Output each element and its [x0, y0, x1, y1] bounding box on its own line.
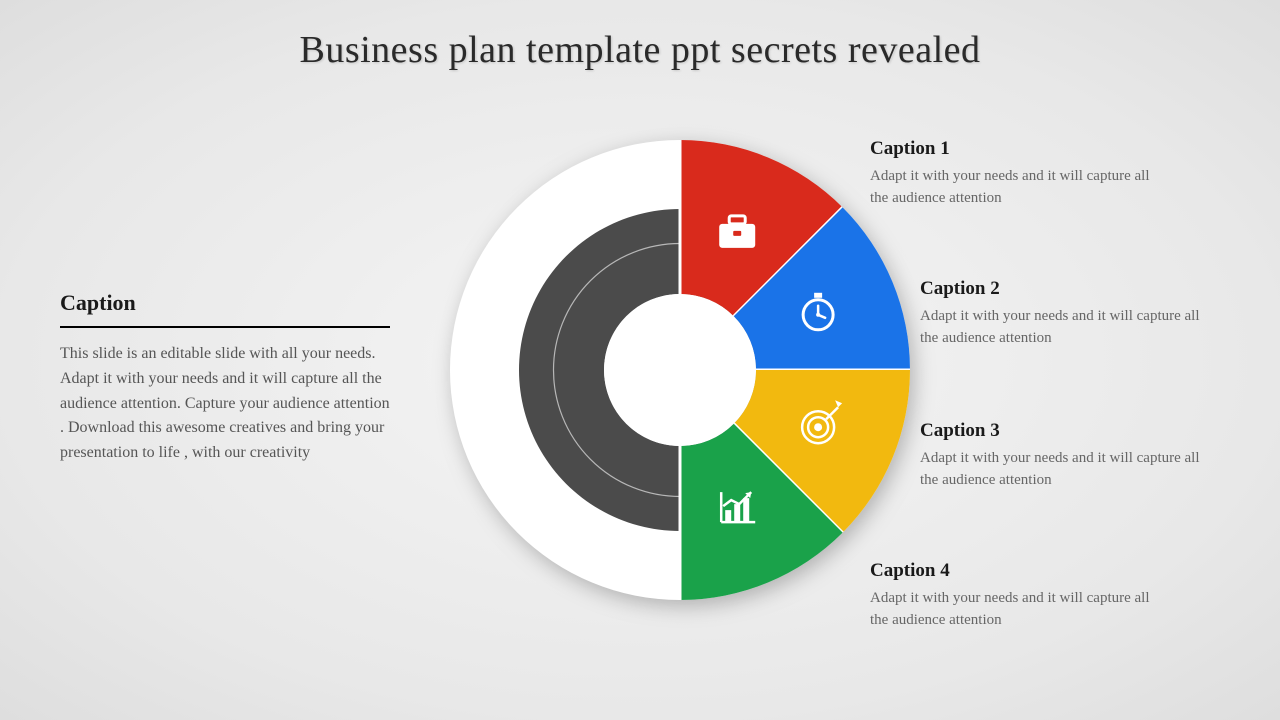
left-caption-body: This slide is an editable slide with all… — [60, 342, 390, 466]
left-caption-underline — [60, 326, 390, 328]
slide-title: Business plan template ppt secrets revea… — [0, 28, 1280, 72]
left-caption-block: Caption This slide is an editable slide … — [60, 290, 390, 466]
caption-item-body: Adapt it with your needs and it will cap… — [870, 588, 1170, 632]
caption-item-2: Caption 2 Adapt it with your needs and it… — [920, 278, 1220, 350]
caption-item-heading: Caption 2 — [920, 278, 1220, 300]
left-caption-heading: Caption — [60, 290, 390, 316]
caption-item-body: Adapt it with your needs and it will cap… — [870, 166, 1170, 210]
caption-item-body: Adapt it with your needs and it will cap… — [920, 306, 1220, 350]
caption-item-body: Adapt it with your needs and it will cap… — [920, 448, 1220, 492]
caption-item-1: Caption 1 Adapt it with your needs and it… — [870, 138, 1170, 210]
caption-item-heading: Caption 1 — [870, 138, 1170, 160]
caption-item-4: Caption 4 Adapt it with your needs and it… — [870, 560, 1170, 632]
caption-item-heading: Caption 4 — [870, 560, 1170, 582]
caption-item-3: Caption 3 Adapt it with your needs and it… — [920, 420, 1220, 492]
caption-item-heading: Caption 3 — [920, 420, 1220, 442]
radial-chart — [440, 130, 920, 610]
